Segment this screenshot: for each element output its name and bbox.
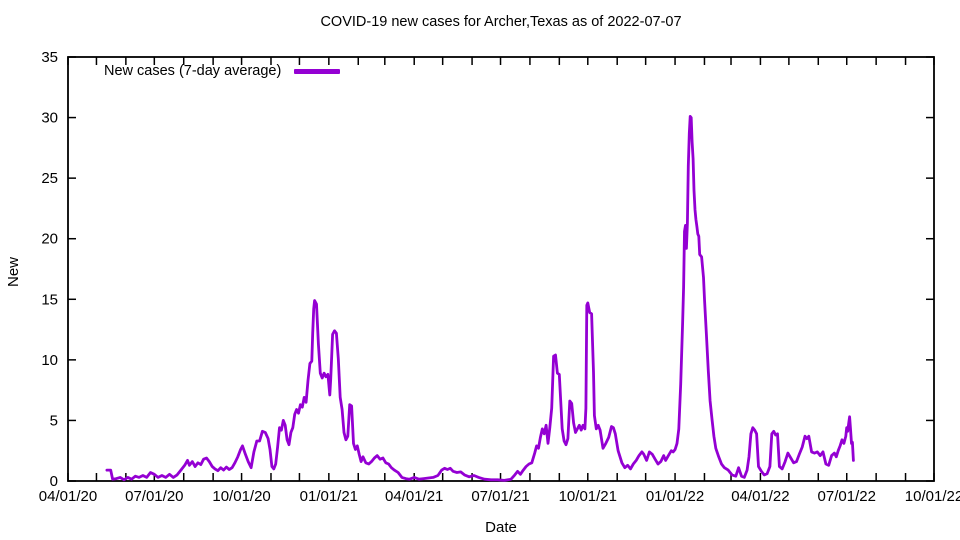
svg-text:04/01/21: 04/01/21: [385, 488, 443, 505]
svg-text:10/01/22: 10/01/22: [905, 488, 960, 505]
svg-text:25: 25: [41, 170, 58, 187]
svg-text:01/01/22: 01/01/22: [646, 488, 704, 505]
svg-text:01/01/21: 01/01/21: [300, 488, 358, 505]
svg-text:35: 35: [41, 49, 58, 66]
svg-text:15: 15: [41, 291, 58, 308]
svg-text:04/01/22: 04/01/22: [731, 488, 789, 505]
chart-title: COVID-19 new cases for Archer,Texas as o…: [320, 14, 682, 30]
svg-text:10: 10: [41, 352, 58, 369]
svg-text:10/01/20: 10/01/20: [212, 488, 270, 505]
x-axis-title: Date: [485, 519, 517, 536]
svg-text:07/01/20: 07/01/20: [125, 488, 183, 505]
svg-text:20: 20: [41, 231, 58, 248]
svg-text:5: 5: [50, 412, 58, 429]
svg-text:0: 0: [50, 473, 58, 490]
legend-line-sample: [294, 68, 341, 74]
legend: New cases (7-day average): [104, 63, 341, 79]
svg-text:04/01/20: 04/01/20: [39, 488, 97, 505]
svg-text:10/01/21: 10/01/21: [559, 488, 617, 505]
svg-text:07/01/22: 07/01/22: [818, 488, 876, 505]
svg-text:30: 30: [41, 110, 58, 127]
svg-text:07/01/21: 07/01/21: [471, 488, 529, 505]
legend-series-label: New cases (7-day average): [104, 63, 282, 79]
